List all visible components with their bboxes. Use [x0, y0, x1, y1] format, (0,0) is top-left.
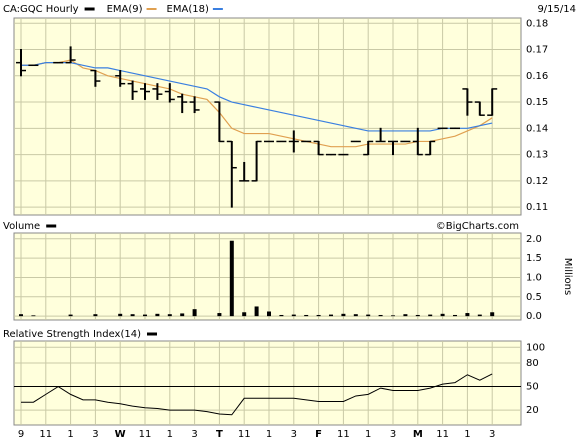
- volume-bar: [403, 314, 408, 317]
- volume-bar: [465, 313, 470, 317]
- y-tick-label: 0.11: [526, 202, 548, 213]
- y-tick-label: 0.5: [526, 292, 542, 303]
- volume-bar: [428, 314, 433, 317]
- x-tick-label: T: [216, 429, 223, 440]
- x-tick-label: M: [413, 429, 423, 440]
- volume-bar: [155, 313, 160, 317]
- volume-bar: [477, 314, 482, 317]
- volume-bar: [267, 311, 271, 317]
- x-tick-label: 3: [390, 429, 396, 440]
- volume-bar: [118, 313, 123, 317]
- y-tick-label: 0.12: [526, 176, 548, 187]
- y-axis-label: Millions: [562, 258, 573, 295]
- y-tick-label: 0.14: [526, 123, 548, 134]
- x-tick-label: 1: [266, 429, 272, 440]
- y-tick-label: 1.0: [526, 272, 542, 283]
- y-tick-label: 0.0: [526, 311, 542, 322]
- panel: [13, 17, 522, 216]
- rsi-line: [21, 373, 493, 416]
- y-tick-label: 1.5: [526, 253, 542, 264]
- volume-bar: [453, 314, 457, 317]
- y-tick-label: 50: [526, 382, 539, 393]
- legend-label: EMA(9): [107, 4, 143, 15]
- volume-bar: [366, 314, 371, 317]
- x-tick-label: F: [315, 429, 322, 440]
- panel-title: Relative Strength Index(14): [3, 329, 141, 340]
- volume-bar: [242, 312, 247, 317]
- x-tick-label: 11: [436, 429, 449, 440]
- volume-bar: [31, 315, 36, 317]
- volume-bar: [93, 314, 98, 317]
- y-tick-label: 80: [526, 358, 539, 369]
- volume-bar: [130, 314, 135, 317]
- panel: [13, 232, 522, 321]
- volume-bar: [254, 306, 259, 317]
- volume-bar: [490, 312, 495, 317]
- volume-bar: [68, 314, 73, 317]
- x-tick-label: 1: [167, 429, 173, 440]
- volume-bar: [353, 314, 358, 317]
- volume-bar: [180, 313, 185, 317]
- volume-bar: [279, 314, 284, 317]
- panel: [13, 340, 522, 426]
- volume-bar: [415, 314, 420, 317]
- y-tick-label: 0.18: [526, 18, 548, 29]
- x-tick-label: 11: [337, 429, 350, 440]
- volume-bar: [341, 313, 346, 317]
- y-tick-label: 0.16: [526, 71, 548, 82]
- x-tick-label: 9: [18, 429, 24, 440]
- x-tick-label: 11: [139, 429, 152, 440]
- y-tick-label: 2.0: [526, 234, 542, 245]
- x-tick-label: 3: [489, 429, 495, 440]
- volume-bar: [291, 314, 296, 317]
- volume-bar: [391, 315, 395, 317]
- volume-bar: [19, 314, 23, 317]
- x-tick-label: 3: [291, 429, 297, 440]
- y-tick-label: 20: [526, 405, 539, 416]
- panel-title: CA:GQC Hourly: [3, 4, 79, 15]
- volume-bar: [217, 313, 222, 317]
- volume-bar: [378, 314, 383, 317]
- x-tick-label: 11: [39, 429, 52, 440]
- volume-bar: [229, 240, 234, 317]
- x-tick-label: 3: [92, 429, 98, 440]
- date-label: 9/15/14: [537, 4, 576, 15]
- legend-label: EMA(18): [167, 4, 209, 15]
- y-tick-label: 0.13: [526, 150, 548, 161]
- volume-bar: [143, 314, 147, 317]
- y-tick-label: 100: [526, 342, 545, 353]
- ema-line: [21, 62, 493, 132]
- x-tick-label: 1: [67, 429, 73, 440]
- y-tick-label: 0.15: [526, 97, 548, 108]
- volume-bar: [192, 309, 197, 317]
- y-tick-label: 0.17: [526, 45, 548, 56]
- volume-bar: [329, 314, 333, 317]
- x-tick-label: W: [115, 429, 126, 440]
- x-tick-label: 3: [191, 429, 197, 440]
- panel-title: Volume: [3, 221, 40, 232]
- ema-line: [21, 59, 493, 148]
- x-tick-label: 1: [365, 429, 371, 440]
- volume-bar: [440, 313, 445, 317]
- volume-bar: [316, 314, 321, 317]
- x-tick-label: 1: [464, 429, 470, 440]
- volume-bar: [167, 314, 172, 317]
- x-tick-label: 11: [238, 429, 251, 440]
- credit: ©BigCharts.com: [436, 221, 519, 232]
- volume-bar: [304, 314, 309, 317]
